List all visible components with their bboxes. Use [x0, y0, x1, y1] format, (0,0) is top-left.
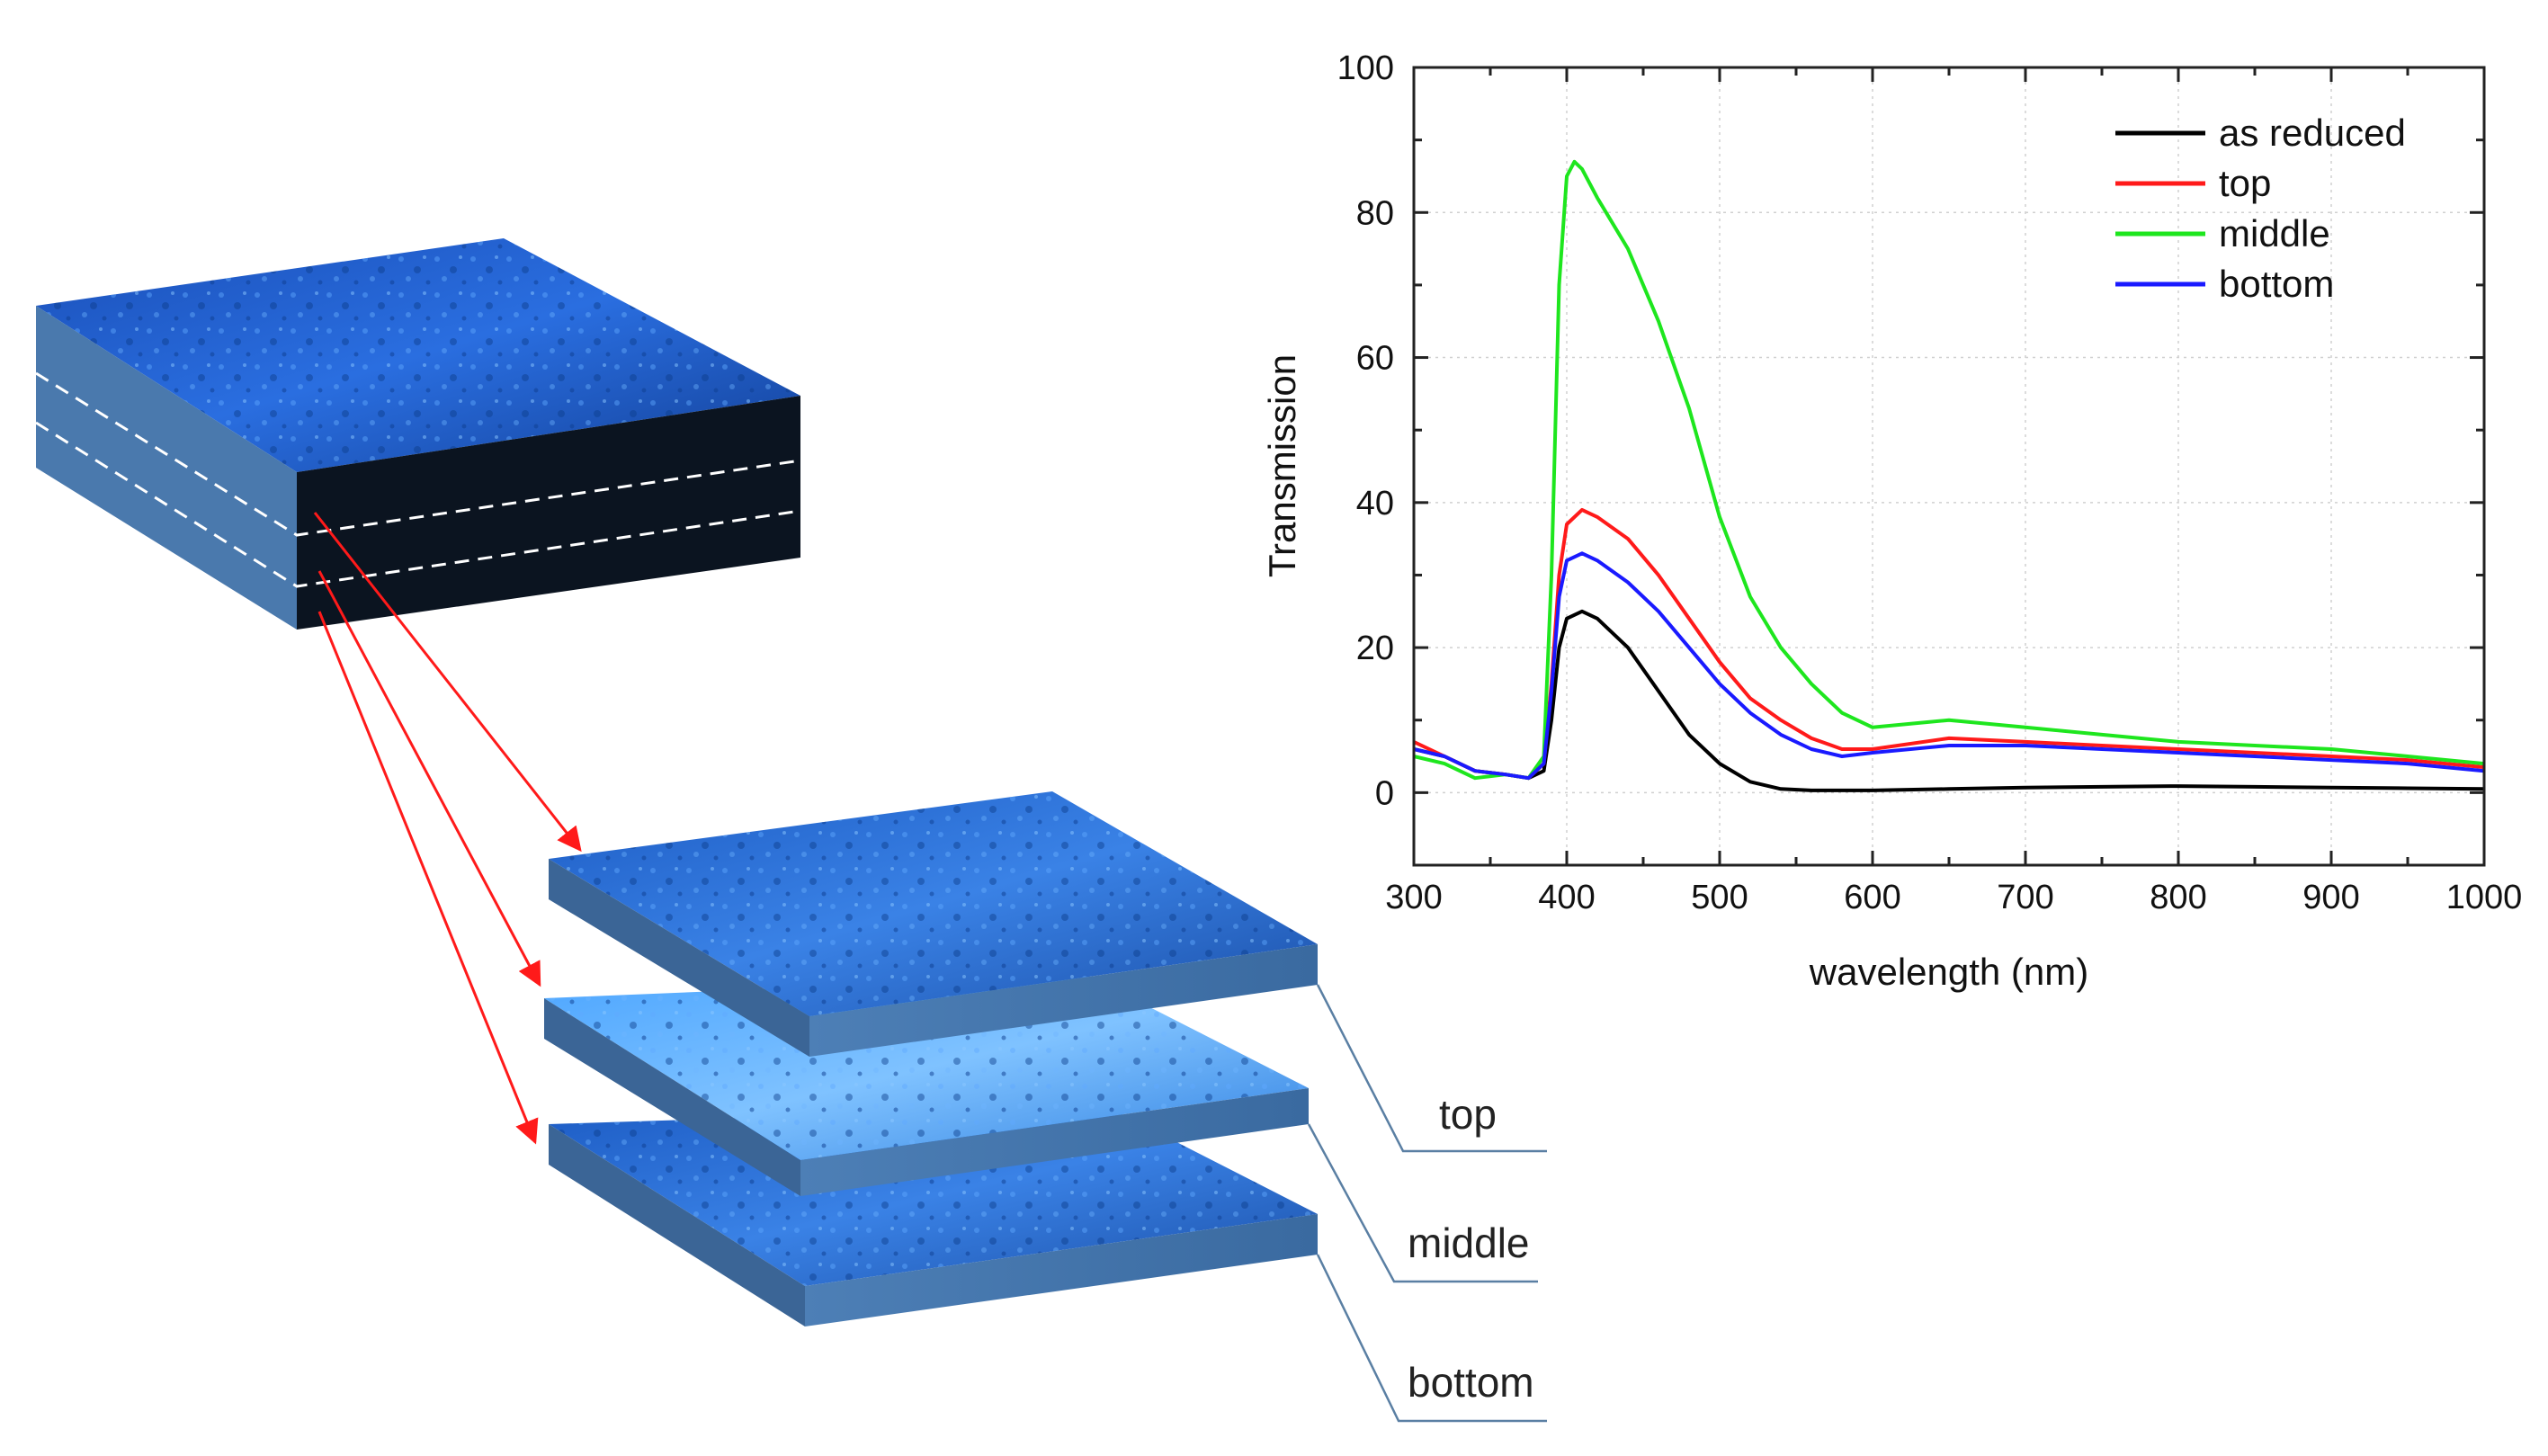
block-left-face [36, 306, 297, 630]
arrow-to-middle [317, 570, 541, 987]
x-tick-label: 400 [1538, 879, 1595, 916]
y-tick-label: 20 [1356, 630, 1394, 667]
x-tick-label: 500 [1691, 879, 1748, 916]
x-tick-label: 1000 [2446, 879, 2523, 916]
y-tick-label: 60 [1356, 340, 1394, 378]
leader-lines [1307, 984, 1547, 1423]
x-tick-label: 700 [1997, 879, 2053, 916]
label-middle: middle [1408, 1219, 1530, 1266]
y-tick-label: 80 [1356, 194, 1394, 232]
legend-label: top [2219, 162, 2271, 204]
label-bottom: bottom [1408, 1359, 1534, 1406]
y-tick-label: 100 [1337, 49, 1394, 87]
series-line [1413, 159, 2485, 781]
x-tick-label: 600 [1844, 879, 1900, 916]
label-top: top [1439, 1091, 1497, 1138]
chart-legend: as reduced top middle bottom [2115, 112, 2406, 305]
leader-middle [1307, 1123, 1538, 1283]
leader-top [1316, 984, 1547, 1153]
chart-ticks [1412, 66, 2486, 867]
layer-divider-1 [35, 371, 801, 537]
slice-arrows [313, 512, 582, 1145]
x-tick-label: 300 [1385, 879, 1442, 916]
chart-tick-labels: 300 400 500 600 700 800 900 1000 0 20 40 60 80 100 [1337, 49, 2523, 916]
block-top-texture [36, 238, 800, 472]
leader-bottom [1316, 1254, 1547, 1423]
layer-labels: top middle bottom [1408, 1091, 1534, 1406]
x-tick-label: 800 [2150, 879, 2206, 916]
transmission-chart: 300 400 500 600 700 800 900 1000 0 20 40 60 80 100 wa… [1261, 49, 2522, 993]
x-axis-label: wavelength (nm) [1809, 951, 2088, 993]
slice-top [549, 791, 1318, 1057]
legend-label: bottom [2219, 263, 2334, 305]
y-tick-label: 40 [1356, 485, 1394, 523]
arrow-to-bottom [317, 611, 539, 1145]
series-line [1413, 507, 2485, 781]
legend-label: middle [2219, 212, 2330, 255]
legend-label: as reduced [2219, 112, 2406, 154]
series-line [1413, 551, 2485, 781]
series-line [1413, 609, 2485, 792]
block-front-face [297, 396, 800, 630]
arrow-to-top [313, 512, 582, 853]
x-tick-label: 900 [2302, 879, 2359, 916]
sample-block [35, 238, 801, 630]
slice-middle [544, 976, 1309, 1196]
layer-divider-2 [35, 421, 801, 588]
y-axis-label: Transmission [1261, 354, 1303, 577]
y-tick-label: 0 [1375, 774, 1394, 812]
chart-series [1413, 159, 2485, 792]
